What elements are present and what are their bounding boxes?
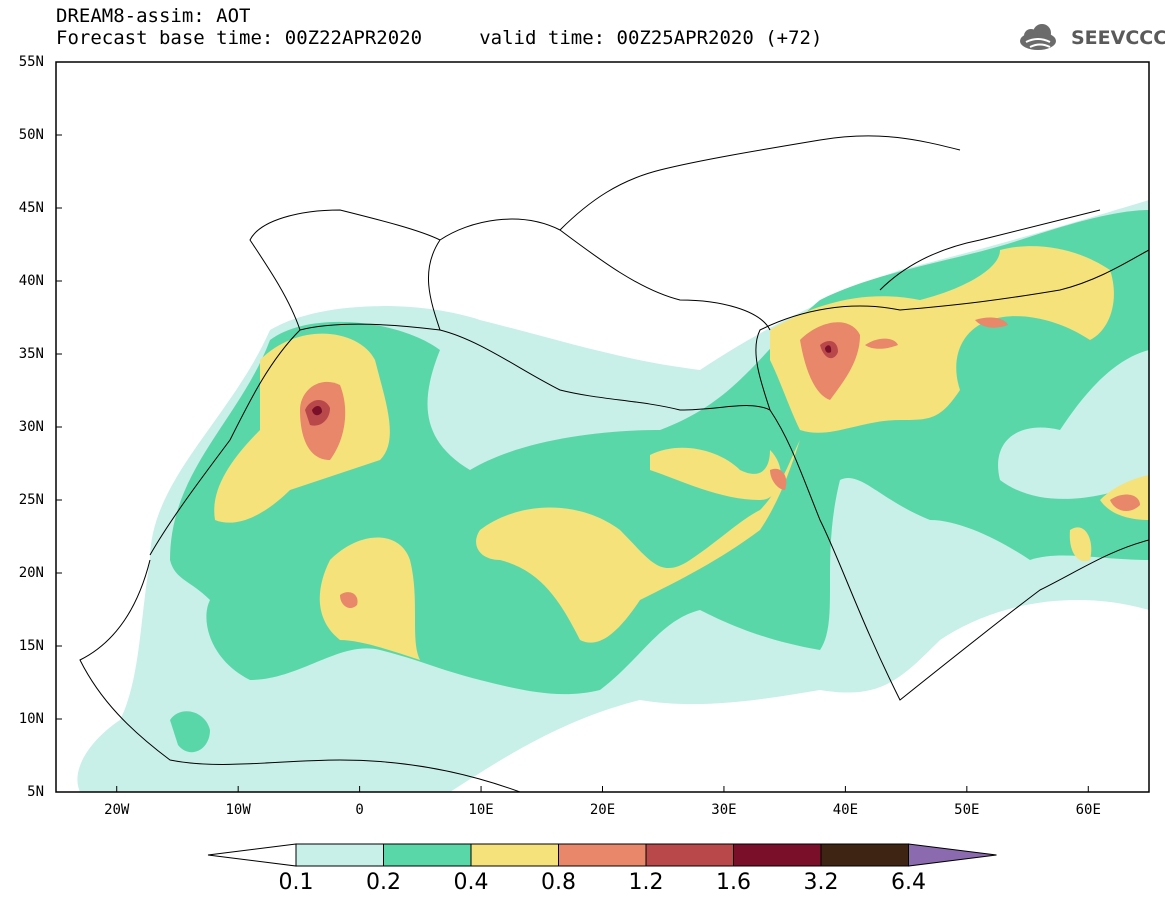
- colorbar-arrow-high: [908, 843, 997, 867]
- lat-label: 45N: [18, 200, 44, 216]
- lon-label: 40E: [832, 802, 859, 818]
- map-title: DREAM8-assim: AOT: [56, 5, 251, 27]
- colorbar-label: 0.2: [366, 870, 401, 895]
- coastlines: [79, 135, 1149, 792]
- colorbar-segment: [733, 843, 822, 867]
- colorbar-label: 0.8: [541, 870, 576, 895]
- lat-label: 30N: [18, 419, 44, 435]
- colorbar-label: 6.4: [891, 870, 926, 895]
- lat-label: 15N: [18, 638, 44, 654]
- lon-label: 20E: [589, 802, 616, 818]
- colorbar-label: 0.1: [278, 870, 314, 895]
- colorbar-segment: [383, 843, 472, 867]
- lat-label: 55N: [18, 54, 44, 70]
- lat-label: 35N: [18, 346, 44, 362]
- forecast-times: Forecast base time: 00Z22APR2020 valid t…: [56, 27, 823, 49]
- colorbar-segment: [470, 843, 559, 867]
- lat-label: 20N: [18, 565, 44, 581]
- cloud-icon: [1020, 24, 1056, 50]
- lon-label: 10E: [468, 802, 494, 818]
- lon-label: 0: [355, 802, 364, 818]
- colorbar-arrow-low: [207, 843, 297, 867]
- colorbar-label: 0.4: [453, 870, 489, 895]
- colorbar-segment: [820, 843, 909, 867]
- lat-label: 5N: [27, 784, 44, 800]
- colorbar-label: 1.2: [628, 870, 664, 895]
- colorbar-label: 1.6: [716, 870, 751, 895]
- lat-label: 40N: [18, 273, 44, 289]
- colorbar-segment: [645, 843, 734, 867]
- lon-label: 10W: [225, 802, 251, 818]
- colorbar-label: 3.2: [803, 870, 839, 895]
- lon-label: 60E: [1075, 802, 1101, 818]
- lat-label: 25N: [18, 492, 44, 508]
- seevccc-logo: SEEVCCC: [1071, 27, 1165, 49]
- colorbar-segment: [295, 843, 384, 867]
- lat-label: 50N: [18, 127, 44, 143]
- lon-label: 30E: [711, 802, 737, 818]
- aot-contours: [77, 200, 1149, 792]
- lon-label: 50E: [954, 802, 980, 818]
- lat-label: 10N: [18, 711, 44, 727]
- colorbar-segment: [558, 843, 647, 867]
- lon-label: 20W: [104, 802, 130, 818]
